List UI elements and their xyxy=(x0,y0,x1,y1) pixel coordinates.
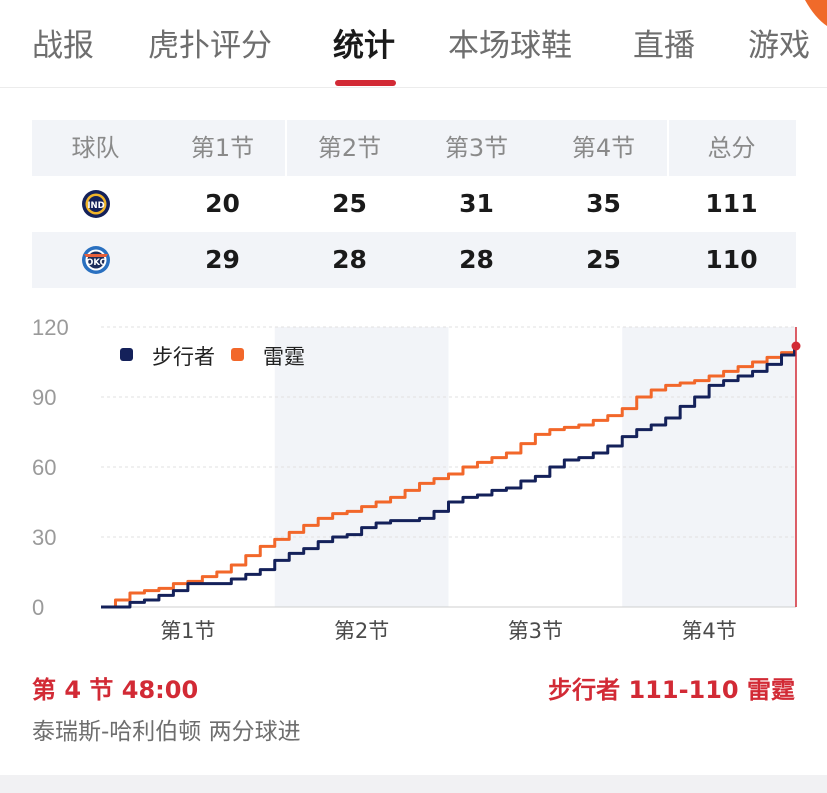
tab-live[interactable]: 直播 xyxy=(633,28,695,64)
x-tick-label: 第2节 xyxy=(334,619,389,643)
tab-shoes[interactable]: 本场球鞋 xyxy=(448,28,572,64)
table-row: OKC 29 28 28 25 110 xyxy=(32,232,796,288)
y-tick-label: 120 xyxy=(32,315,69,340)
pacers-q1-score: 20 xyxy=(205,189,240,218)
series-line-thunder xyxy=(101,350,797,609)
pacers-q4-score: 35 xyxy=(586,189,621,218)
thunder-q1-score: 29 xyxy=(205,245,240,274)
score-table-header: 球队 第1节 第2节 第3节 第4节 总分 xyxy=(32,120,796,176)
thunder-logo-text: OKC xyxy=(86,258,106,268)
header-q4: 第4节 xyxy=(571,134,636,162)
pacers-logo-text: IND xyxy=(87,201,104,211)
last-play-text: 泰瑞斯-哈利伯顿 两分球进 xyxy=(32,719,301,745)
score-progression-chart: 0 30 60 90 120 第1节 第2节 第3节 第4节 步行者 雷霆 xyxy=(32,315,801,643)
header-q2: 第2节 xyxy=(317,134,382,162)
current-time-dot xyxy=(791,341,801,351)
game-clock: 第 4 节 48:00 xyxy=(32,676,199,704)
corner-decoration-icon xyxy=(805,0,827,26)
header-divider xyxy=(285,120,287,176)
thunder-q3-score: 28 xyxy=(459,245,494,274)
header-divider xyxy=(667,120,669,176)
y-tick-label: 60 xyxy=(32,455,56,480)
legend-swatch-thunder xyxy=(231,348,244,361)
quarter-score-table: 球队 第1节 第2节 第3节 第4节 总分 IND 20 25 31 35 11… xyxy=(32,120,796,288)
x-tick-label: 第4节 xyxy=(681,619,736,643)
pacers-logo-icon: IND xyxy=(82,190,110,218)
pacers-q3-score: 31 xyxy=(459,189,494,218)
thunder-q4-score: 25 xyxy=(586,245,621,274)
legend-label-thunder: 雷霆 xyxy=(263,345,305,369)
thunder-logo-icon: OKC xyxy=(82,246,110,274)
legend-swatch-pacers xyxy=(120,348,133,361)
y-tick-label: 90 xyxy=(32,385,56,410)
legend-label-pacers: 步行者 xyxy=(152,345,215,369)
tab-games[interactable]: 游戏 xyxy=(748,28,810,64)
active-tab-indicator xyxy=(335,80,396,86)
tab-stats[interactable]: 统计 xyxy=(333,28,395,64)
tab-report[interactable]: 战报 xyxy=(32,28,94,64)
thunder-q2-score: 28 xyxy=(332,245,367,274)
y-tick-label: 0 xyxy=(32,595,44,620)
tab-ratings[interactable]: 虎扑评分 xyxy=(148,28,272,64)
pacers-total-score: 111 xyxy=(705,189,758,218)
header-q1: 第1节 xyxy=(190,134,255,162)
table-row: IND 20 25 31 35 111 xyxy=(32,176,796,232)
final-score-line: 步行者 111-110 雷霆 xyxy=(548,676,795,704)
thunder-total-score: 110 xyxy=(705,245,758,274)
y-tick-label: 30 xyxy=(32,525,56,550)
bottom-bar xyxy=(0,775,827,793)
header-total: 总分 xyxy=(707,134,756,162)
header-q3: 第3节 xyxy=(444,134,509,162)
series-line-pacers xyxy=(101,348,797,609)
tab-bar: 战报 虎扑评分 统计 本场球鞋 直播 游戏 xyxy=(0,0,827,88)
pacers-q2-score: 25 xyxy=(332,189,367,218)
x-tick-label: 第1节 xyxy=(160,619,215,643)
x-tick-label: 第3节 xyxy=(508,619,563,643)
header-team: 球队 xyxy=(71,134,120,162)
